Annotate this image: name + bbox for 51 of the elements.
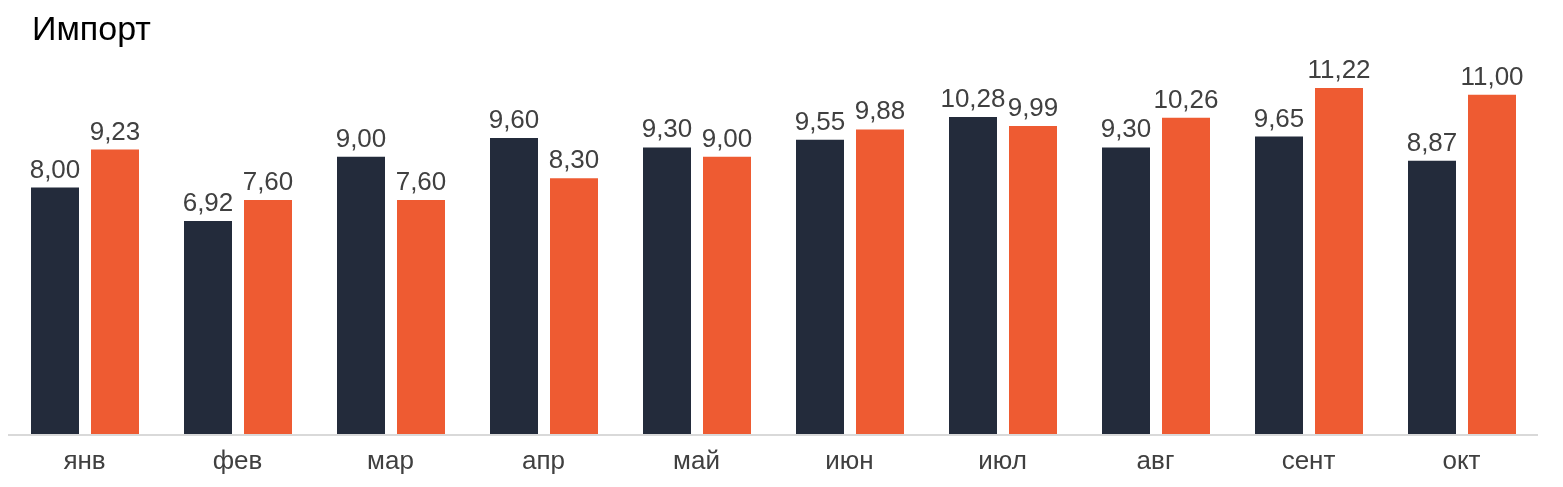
data-label: 9,60 bbox=[488, 104, 540, 135]
data-label: 7,60 bbox=[395, 165, 447, 196]
data-label: 6,92 bbox=[182, 186, 234, 217]
data-label: 9,88 bbox=[854, 95, 906, 126]
data-label: 11,22 bbox=[1307, 54, 1371, 84]
bar bbox=[1468, 94, 1516, 435]
bar bbox=[1009, 126, 1057, 435]
bar bbox=[949, 117, 997, 435]
bar bbox=[1255, 136, 1303, 435]
bar bbox=[337, 156, 385, 435]
bar bbox=[856, 129, 904, 435]
data-label: 9,00 bbox=[701, 122, 753, 153]
bar bbox=[184, 220, 232, 435]
x-tick-label: фев bbox=[212, 445, 263, 476]
bar bbox=[550, 178, 598, 435]
data-label: 9,99 bbox=[1007, 92, 1059, 123]
data-label: 9,65 bbox=[1253, 102, 1305, 133]
data-label: 8,00 bbox=[29, 153, 81, 184]
data-label: 11,00 bbox=[1460, 60, 1524, 91]
bar bbox=[1408, 160, 1456, 435]
x-tick-label: мар bbox=[367, 445, 414, 476]
x-tick-label: окт bbox=[1442, 445, 1481, 476]
data-label: 8,30 bbox=[548, 144, 600, 175]
bar bbox=[796, 139, 844, 435]
bar bbox=[397, 199, 445, 435]
data-label: 10,28 bbox=[940, 83, 1006, 114]
x-tick-label: июн bbox=[825, 445, 874, 476]
data-label: 9,30 bbox=[1100, 113, 1152, 144]
bar bbox=[244, 199, 292, 435]
bar bbox=[703, 156, 751, 435]
bar bbox=[31, 187, 79, 435]
x-tick-label: сент bbox=[1281, 445, 1336, 476]
x-tick-label: янв bbox=[63, 445, 106, 476]
data-label: 9,30 bbox=[641, 113, 693, 144]
x-tick-label: июл bbox=[978, 445, 1027, 476]
bar bbox=[1102, 147, 1150, 435]
bar bbox=[91, 149, 139, 435]
bar bbox=[1162, 117, 1210, 435]
data-label: 10,26 bbox=[1153, 83, 1219, 114]
data-label: 7,60 bbox=[242, 165, 294, 196]
data-label: 9,00 bbox=[335, 122, 387, 153]
data-label: 9,23 bbox=[89, 115, 141, 146]
x-tick-label: май bbox=[673, 445, 720, 476]
x-tick-label: авг bbox=[1136, 445, 1175, 476]
data-label: 8,87 bbox=[1406, 126, 1458, 157]
chart-title: Импорт bbox=[31, 8, 152, 48]
data-label: 9,55 bbox=[794, 105, 846, 136]
bar bbox=[1315, 88, 1363, 435]
x-tick-label: апр bbox=[522, 445, 565, 476]
bar bbox=[643, 147, 691, 435]
bar bbox=[490, 138, 538, 435]
